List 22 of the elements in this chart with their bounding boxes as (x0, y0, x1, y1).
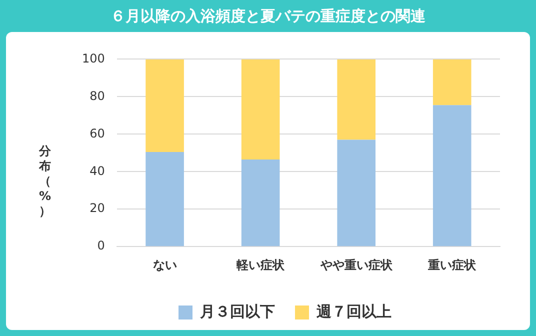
y-tick-label: 20 (90, 201, 105, 216)
bar (146, 59, 184, 152)
bar (432, 105, 472, 246)
y-tick-label: 60 (90, 126, 105, 140)
y-axis-title: 分布（%） (38, 144, 52, 218)
bar (337, 59, 376, 140)
x-tick-label: 重い症状 (427, 258, 478, 272)
x-tick-label: ない (152, 258, 177, 272)
y-tick-label: 80 (90, 88, 105, 103)
chart-title: ６月以降の入浴頻度と夏バテの重症度との関連 (110, 6, 426, 27)
bar (337, 140, 376, 246)
x-tick-label: やや重い症状 (319, 258, 394, 272)
y-tick-label: 100 (82, 51, 105, 66)
bar (432, 59, 472, 106)
legend-label: 週７回以上 (316, 302, 392, 320)
y-tick-label: 40 (90, 164, 105, 178)
bar (241, 159, 280, 246)
bar (146, 152, 184, 246)
legend-label: 月３回以下 (199, 302, 275, 320)
y-tick-label: 0 (97, 238, 105, 253)
bar (241, 59, 280, 160)
x-tick-label: 軽い症状 (236, 258, 286, 272)
